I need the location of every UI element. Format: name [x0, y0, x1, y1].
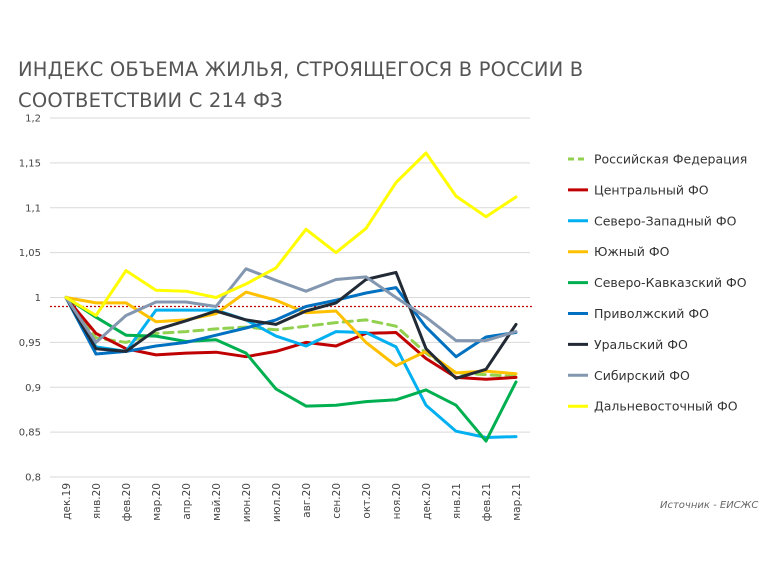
series-line-8 — [64, 267, 518, 344]
y-tick-label: 0,9 — [25, 383, 41, 394]
series-line-7 — [64, 270, 518, 380]
source-note: Источник - ЕИСЖС — [660, 500, 759, 511]
x-tick-label: май.20 — [211, 483, 223, 521]
legend-label: Дальневосточный ФО — [594, 399, 738, 414]
x-tick-label: ноя.20 — [391, 483, 403, 519]
y-tick-label: 0,95 — [19, 338, 41, 349]
x-tick-label: мар.20 — [151, 483, 163, 521]
legend-label: Центральный ФО — [594, 182, 709, 197]
x-tick-label: сен.20 — [331, 483, 343, 519]
x-tick-label: авг.20 — [301, 483, 313, 518]
x-tick-label: окт.20 — [361, 483, 373, 519]
legend-label: Северо-Кавказский ФО — [594, 275, 747, 290]
x-tick-label: янв.21 — [451, 483, 463, 519]
x-tick-label: июл.20 — [271, 483, 283, 522]
x-tick-label: апр.20 — [181, 483, 193, 520]
chart-title: ИНДЕКС ОБЪЕМА ЖИЛЬЯ, СТРОЯЩЕГОСЯ В РОССИ… — [18, 58, 584, 112]
x-tick-label: июн.20 — [241, 483, 253, 522]
y-tick-label: 0,8 — [25, 473, 41, 484]
legend-label: Северо-Западный ФО — [594, 213, 737, 228]
series-lines — [64, 151, 518, 443]
y-axis-ticks: 0,8 0,85 0,9 0,95 1 1,05 1,1 1,15 1,2 — [19, 114, 41, 484]
legend-label: Сибирский ФО — [594, 368, 690, 383]
x-tick-label: мар.21 — [511, 483, 523, 521]
x-tick-label: фев.20 — [121, 483, 133, 521]
series-line-5 — [64, 296, 518, 443]
series-line-2 — [64, 296, 518, 381]
y-tick-label: 1,2 — [25, 114, 41, 125]
x-tick-label: янв.20 — [91, 483, 103, 519]
series-line-9 — [64, 151, 518, 317]
x-tick-label: дек.19 — [61, 483, 73, 520]
y-tick-label: 0,85 — [19, 428, 41, 439]
grid-lines — [50, 117, 530, 478]
series-line-3 — [64, 296, 518, 439]
x-tick-label: дек.20 — [421, 483, 433, 520]
legend: Российская Федерация Центральный ФО Северо… — [568, 152, 747, 414]
legend-label: Российская Федерация — [594, 152, 747, 167]
x-axis-ticks: дек.19 янв.20 фев.20 мар.20 апр.20 май.20 июн.… — [61, 483, 523, 522]
y-tick-label: 1,15 — [19, 158, 41, 169]
legend-label: Уральский ФО — [594, 337, 688, 352]
legend-label: Приволжский ФО — [594, 306, 709, 321]
y-tick-label: 1,1 — [25, 203, 41, 214]
legend-label: Южный ФО — [594, 244, 670, 259]
y-tick-label: 1 — [35, 293, 41, 304]
x-tick-label: фев.21 — [481, 483, 493, 521]
y-tick-label: 1,05 — [19, 248, 41, 259]
series-line-6 — [64, 286, 518, 359]
